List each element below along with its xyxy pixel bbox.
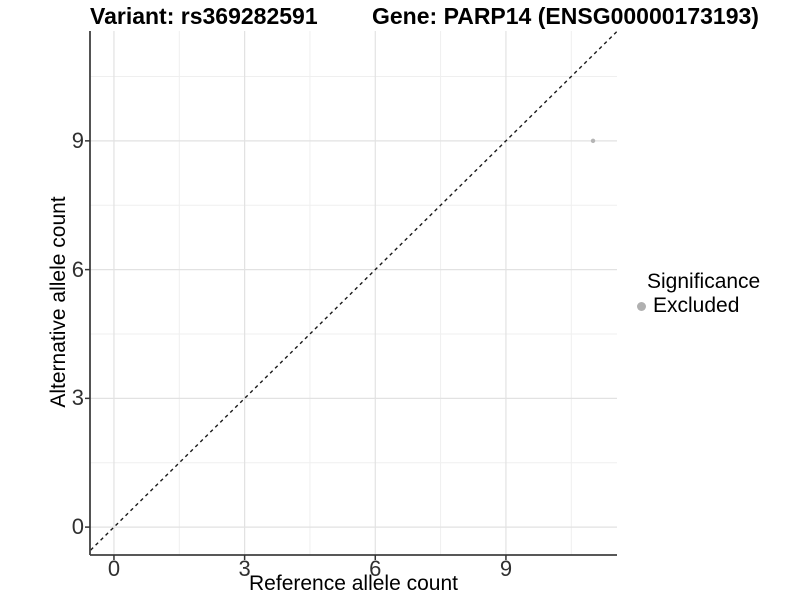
y-tick-label: 6 bbox=[71, 256, 84, 282]
x-tick-label: 6 bbox=[369, 556, 382, 581]
y-tick-label: 0 bbox=[71, 514, 84, 540]
y-tick-label: 9 bbox=[71, 127, 84, 153]
x-tick-label: 3 bbox=[238, 556, 251, 581]
y-tick-label: 3 bbox=[71, 385, 84, 411]
legend-point-icon bbox=[637, 301, 646, 311]
x-axis-title: Reference allele count bbox=[249, 572, 458, 595]
plot-title-gene: Gene: PARP14 (ENSG00000173193) bbox=[372, 3, 759, 29]
legend: Significance Excluded bbox=[635, 270, 760, 318]
x-tick-label: 0 bbox=[107, 556, 121, 581]
plot-title-variant: Variant: rs369282591 bbox=[90, 3, 318, 29]
x-tick-label: 9 bbox=[499, 556, 513, 581]
y-axis-title: Alternative allele count bbox=[47, 196, 70, 408]
legend-item-excluded: Excluded bbox=[635, 294, 760, 318]
legend-title: Significance bbox=[647, 270, 761, 293]
legend-item-label: Excluded bbox=[653, 294, 740, 317]
